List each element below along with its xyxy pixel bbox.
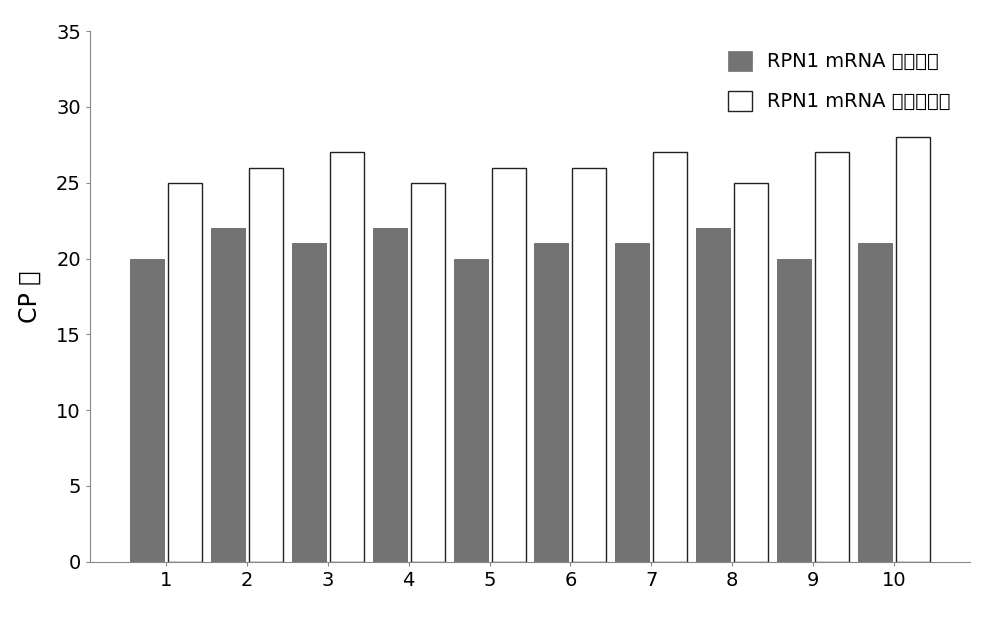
- Bar: [411, 183, 445, 562]
- Bar: [815, 152, 849, 562]
- Bar: [653, 152, 687, 562]
- Legend: RPN1 mRNA 特异探针, RPN1 mRNA 非特异探针: RPN1 mRNA 特异探针, RPN1 mRNA 非特异探针: [718, 41, 960, 121]
- Bar: [373, 228, 407, 562]
- Bar: [168, 183, 202, 562]
- Bar: [492, 168, 526, 562]
- Bar: [211, 228, 245, 562]
- Bar: [734, 183, 768, 562]
- Bar: [454, 258, 488, 562]
- Bar: [696, 228, 730, 562]
- Bar: [777, 258, 811, 562]
- Y-axis label: CP 値: CP 値: [18, 270, 42, 323]
- Bar: [130, 258, 164, 562]
- Bar: [896, 137, 930, 562]
- Bar: [534, 243, 568, 562]
- Bar: [615, 243, 649, 562]
- Bar: [292, 243, 326, 562]
- Bar: [858, 243, 892, 562]
- Bar: [572, 168, 606, 562]
- Bar: [330, 152, 364, 562]
- Bar: [249, 168, 283, 562]
